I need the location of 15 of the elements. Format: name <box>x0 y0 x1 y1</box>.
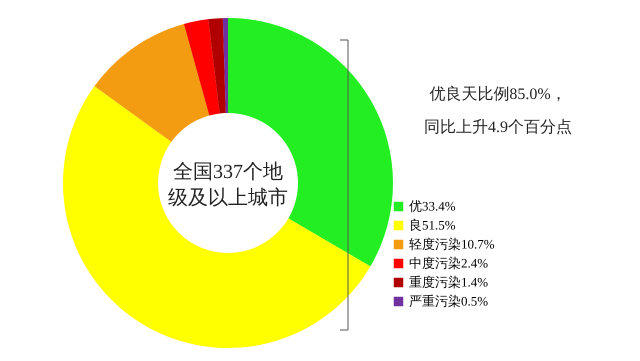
legend-label: 严重污染0.5% <box>409 294 488 308</box>
text: 同比上升4.9个百分点 <box>424 118 572 136</box>
text: 全国337个地 <box>173 161 283 183</box>
donut-slice <box>208 18 226 114</box>
text: 级及以上城市 <box>168 187 288 209</box>
legend-label: 中度污染2.4% <box>409 256 488 270</box>
legend-label: 良51.5% <box>409 218 456 232</box>
legend-label: 重度污染1.4% <box>409 274 488 290</box>
donut-slice <box>222 18 228 114</box>
legend-label: 优33.4% <box>409 198 456 214</box>
donut-slice <box>63 86 370 348</box>
donut-slice <box>184 19 220 116</box>
donut-slice <box>94 24 210 142</box>
text: 优良天比例85.0%， <box>429 85 567 103</box>
legend-label: 轻度污染10.7% <box>409 236 495 252</box>
